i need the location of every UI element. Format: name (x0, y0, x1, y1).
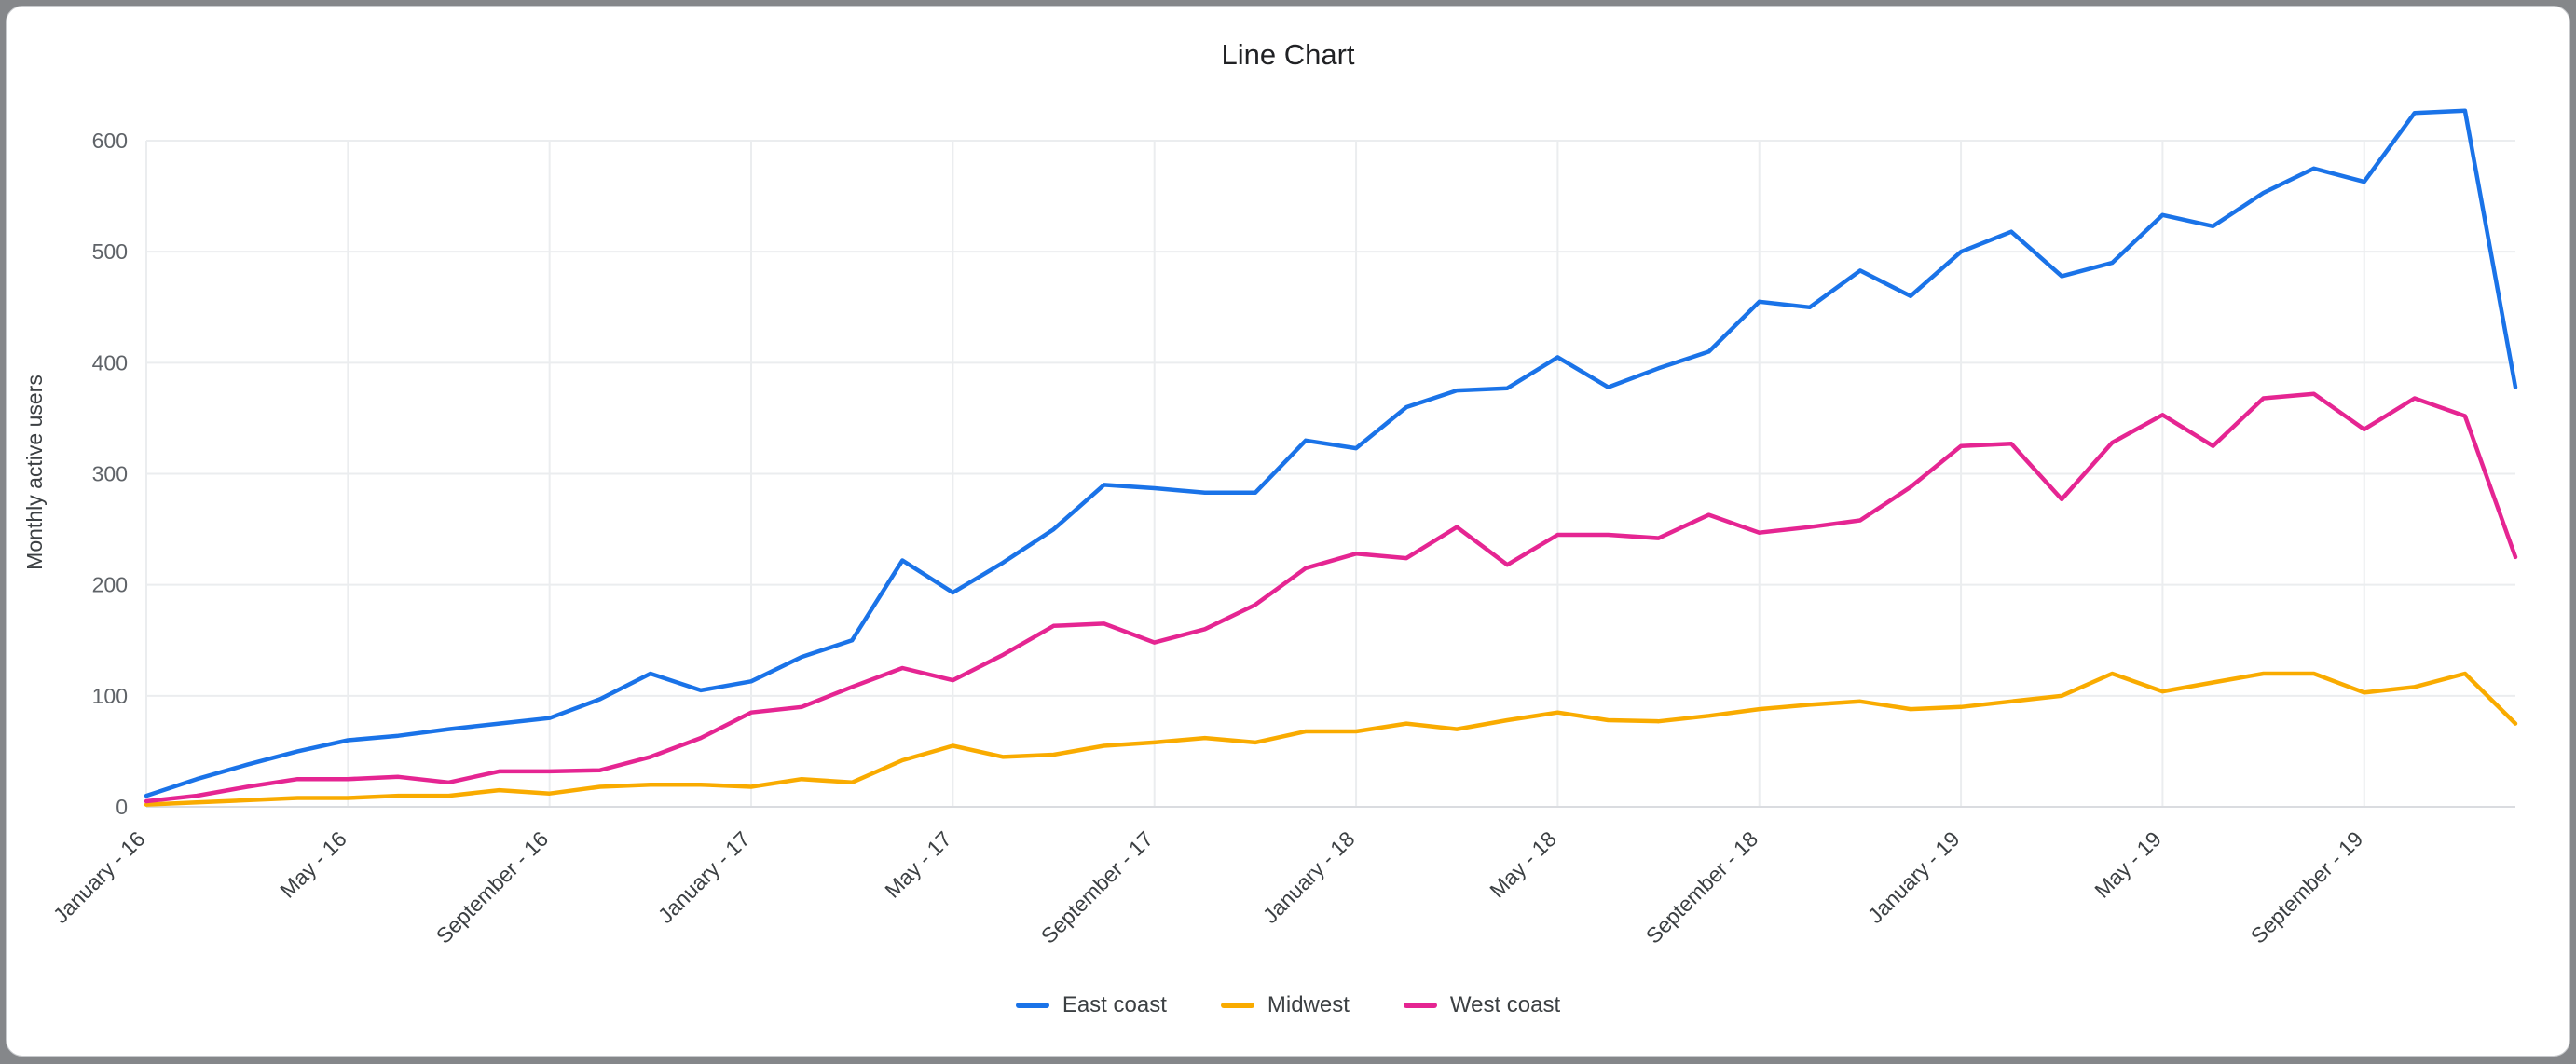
y-tick-label: 200 (92, 573, 128, 597)
series-line (144, 391, 2518, 804)
line-chart-canvas: January - 16 May - 16 September - 16 Januar… (22, 108, 2518, 948)
y-tick-label: 600 (92, 129, 128, 153)
x-tick-label: January - 19 (1863, 826, 1965, 928)
series-line (144, 671, 2518, 807)
x-tick-label: May - 16 (275, 826, 351, 903)
y-tick-label: 100 (92, 684, 128, 708)
legend-label: West coast (1449, 992, 1561, 1017)
series-layer (144, 108, 2518, 807)
legend-item-midwest[interactable]: Midwest (1220, 992, 1350, 1018)
x-tick-label: May - 19 (2090, 826, 2166, 903)
y-tick-label: 400 (92, 350, 128, 375)
chart-legend: East coast Midwest West coast (7, 992, 2569, 1018)
x-tick-label: September - 16 (432, 826, 553, 948)
y-tick-label: 300 (92, 462, 128, 486)
legend-item-east-coast[interactable]: East coast (1015, 992, 1167, 1018)
y-tick-label: 500 (92, 239, 128, 264)
x-tick-label: May - 18 (1485, 826, 1561, 903)
y-axis-title: Monthly active users (22, 375, 47, 570)
x-tick-label: September - 17 (1036, 826, 1158, 948)
chart-card: Line Chart January - 16 May - 16 September… (6, 6, 2570, 1057)
y-tick-label: 0 (116, 795, 128, 819)
x-tick-label: January - 18 (1258, 826, 1360, 928)
east-coast-line-swatch-icon (1015, 1003, 1049, 1008)
x-tick-label: September - 19 (2246, 826, 2367, 948)
series-line (144, 108, 2518, 798)
x-tick-label: September - 18 (1641, 826, 1762, 948)
west-coast-line-swatch-icon (1403, 1003, 1437, 1008)
x-tick-label: May - 17 (880, 826, 956, 903)
midwest-line-swatch-icon (1220, 1003, 1254, 1008)
legend-item-west-coast[interactable]: West coast (1403, 992, 1561, 1018)
x-tick-label: January - 17 (653, 826, 755, 928)
chart-title: Line Chart (1221, 38, 1355, 71)
legend-label: East coast (1062, 992, 1167, 1017)
legend-label: Midwest (1267, 992, 1350, 1017)
grid-layer (145, 140, 2515, 808)
x-tick-label: January - 16 (48, 826, 150, 928)
